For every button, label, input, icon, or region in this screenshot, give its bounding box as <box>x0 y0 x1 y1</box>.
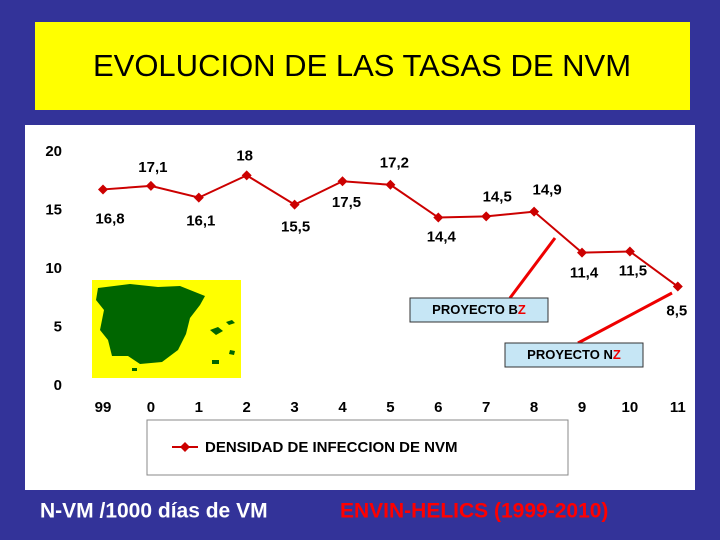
annotation-emphasis: Z <box>518 302 526 317</box>
marker <box>481 211 492 222</box>
x-tick-label: 10 <box>622 399 639 416</box>
x-tick-label: 9 <box>578 399 586 416</box>
x-tick-label: 2 <box>243 399 251 416</box>
map-spain <box>96 284 205 364</box>
annotation-arrow <box>508 237 557 299</box>
marker <box>145 180 156 191</box>
x-tick-label: 0 <box>147 399 155 416</box>
annotation-emphasis: Z <box>613 347 621 362</box>
x-tick-label: 6 <box>434 399 442 416</box>
y-tick-label: 10 <box>45 260 62 277</box>
marker <box>337 176 348 187</box>
legend-label: DENSIDAD DE INFECCION DE NVM <box>205 439 458 456</box>
marker <box>433 212 444 223</box>
legend-marker <box>180 442 190 452</box>
data-label: 17,5 <box>332 194 361 211</box>
x-tick-label: 5 <box>386 399 394 416</box>
data-label: 15,5 <box>281 219 310 236</box>
annotation: PROYECTO NZ <box>527 347 621 362</box>
y-tick-label: 0 <box>54 377 62 394</box>
x-tick-label: 1 <box>195 399 203 416</box>
y-tick-label: 20 <box>45 143 62 160</box>
marker <box>241 170 252 181</box>
data-label: 17,2 <box>380 155 409 172</box>
annotation-box <box>409 297 549 323</box>
x-tick-label: 11 <box>670 399 686 416</box>
annotation-text: PROYECTO N <box>527 347 613 362</box>
marker <box>577 247 587 258</box>
data-label: 16,1 <box>186 213 215 230</box>
x-tick-label: 3 <box>290 399 298 416</box>
data-label: 16,8 <box>95 210 124 227</box>
y-tick-label: 15 <box>45 201 62 218</box>
y-tick-label: 5 <box>54 318 62 335</box>
data-label: 14,4 <box>427 228 457 245</box>
marker <box>529 206 540 217</box>
marker <box>289 199 300 210</box>
x-tick-label: 7 <box>482 399 490 416</box>
footer-source: ENVIN-HELICS (1999-2010) <box>340 500 608 523</box>
marker <box>624 246 635 257</box>
marker <box>385 179 396 190</box>
annotation-text: PROYECTO B <box>432 302 518 317</box>
annotation-arrow <box>577 291 673 345</box>
legend-box <box>146 419 569 476</box>
x-tick-label: 4 <box>338 399 347 416</box>
marker <box>672 281 683 292</box>
footer-text: N-VM /1000 días de VM <box>40 500 268 523</box>
data-label: 14,5 <box>483 188 512 205</box>
x-tick-label: 8 <box>530 399 538 416</box>
title-box <box>35 22 690 110</box>
data-label: 11,5 <box>619 262 647 279</box>
marker <box>98 184 108 195</box>
title: EVOLUCION DE LAS TASAS DE NVM <box>93 48 631 83</box>
data-label: 17,1 <box>138 159 167 176</box>
data-label: 14,9 <box>532 182 561 199</box>
data-label: 18 <box>236 147 253 164</box>
x-tick-label: 99 <box>95 399 112 416</box>
data-label: 11,4 <box>570 265 599 282</box>
annotation-box <box>504 342 644 368</box>
marker <box>193 192 204 203</box>
annotation: PROYECTO BZ <box>432 302 526 317</box>
data-label: 8,5 <box>666 303 687 320</box>
